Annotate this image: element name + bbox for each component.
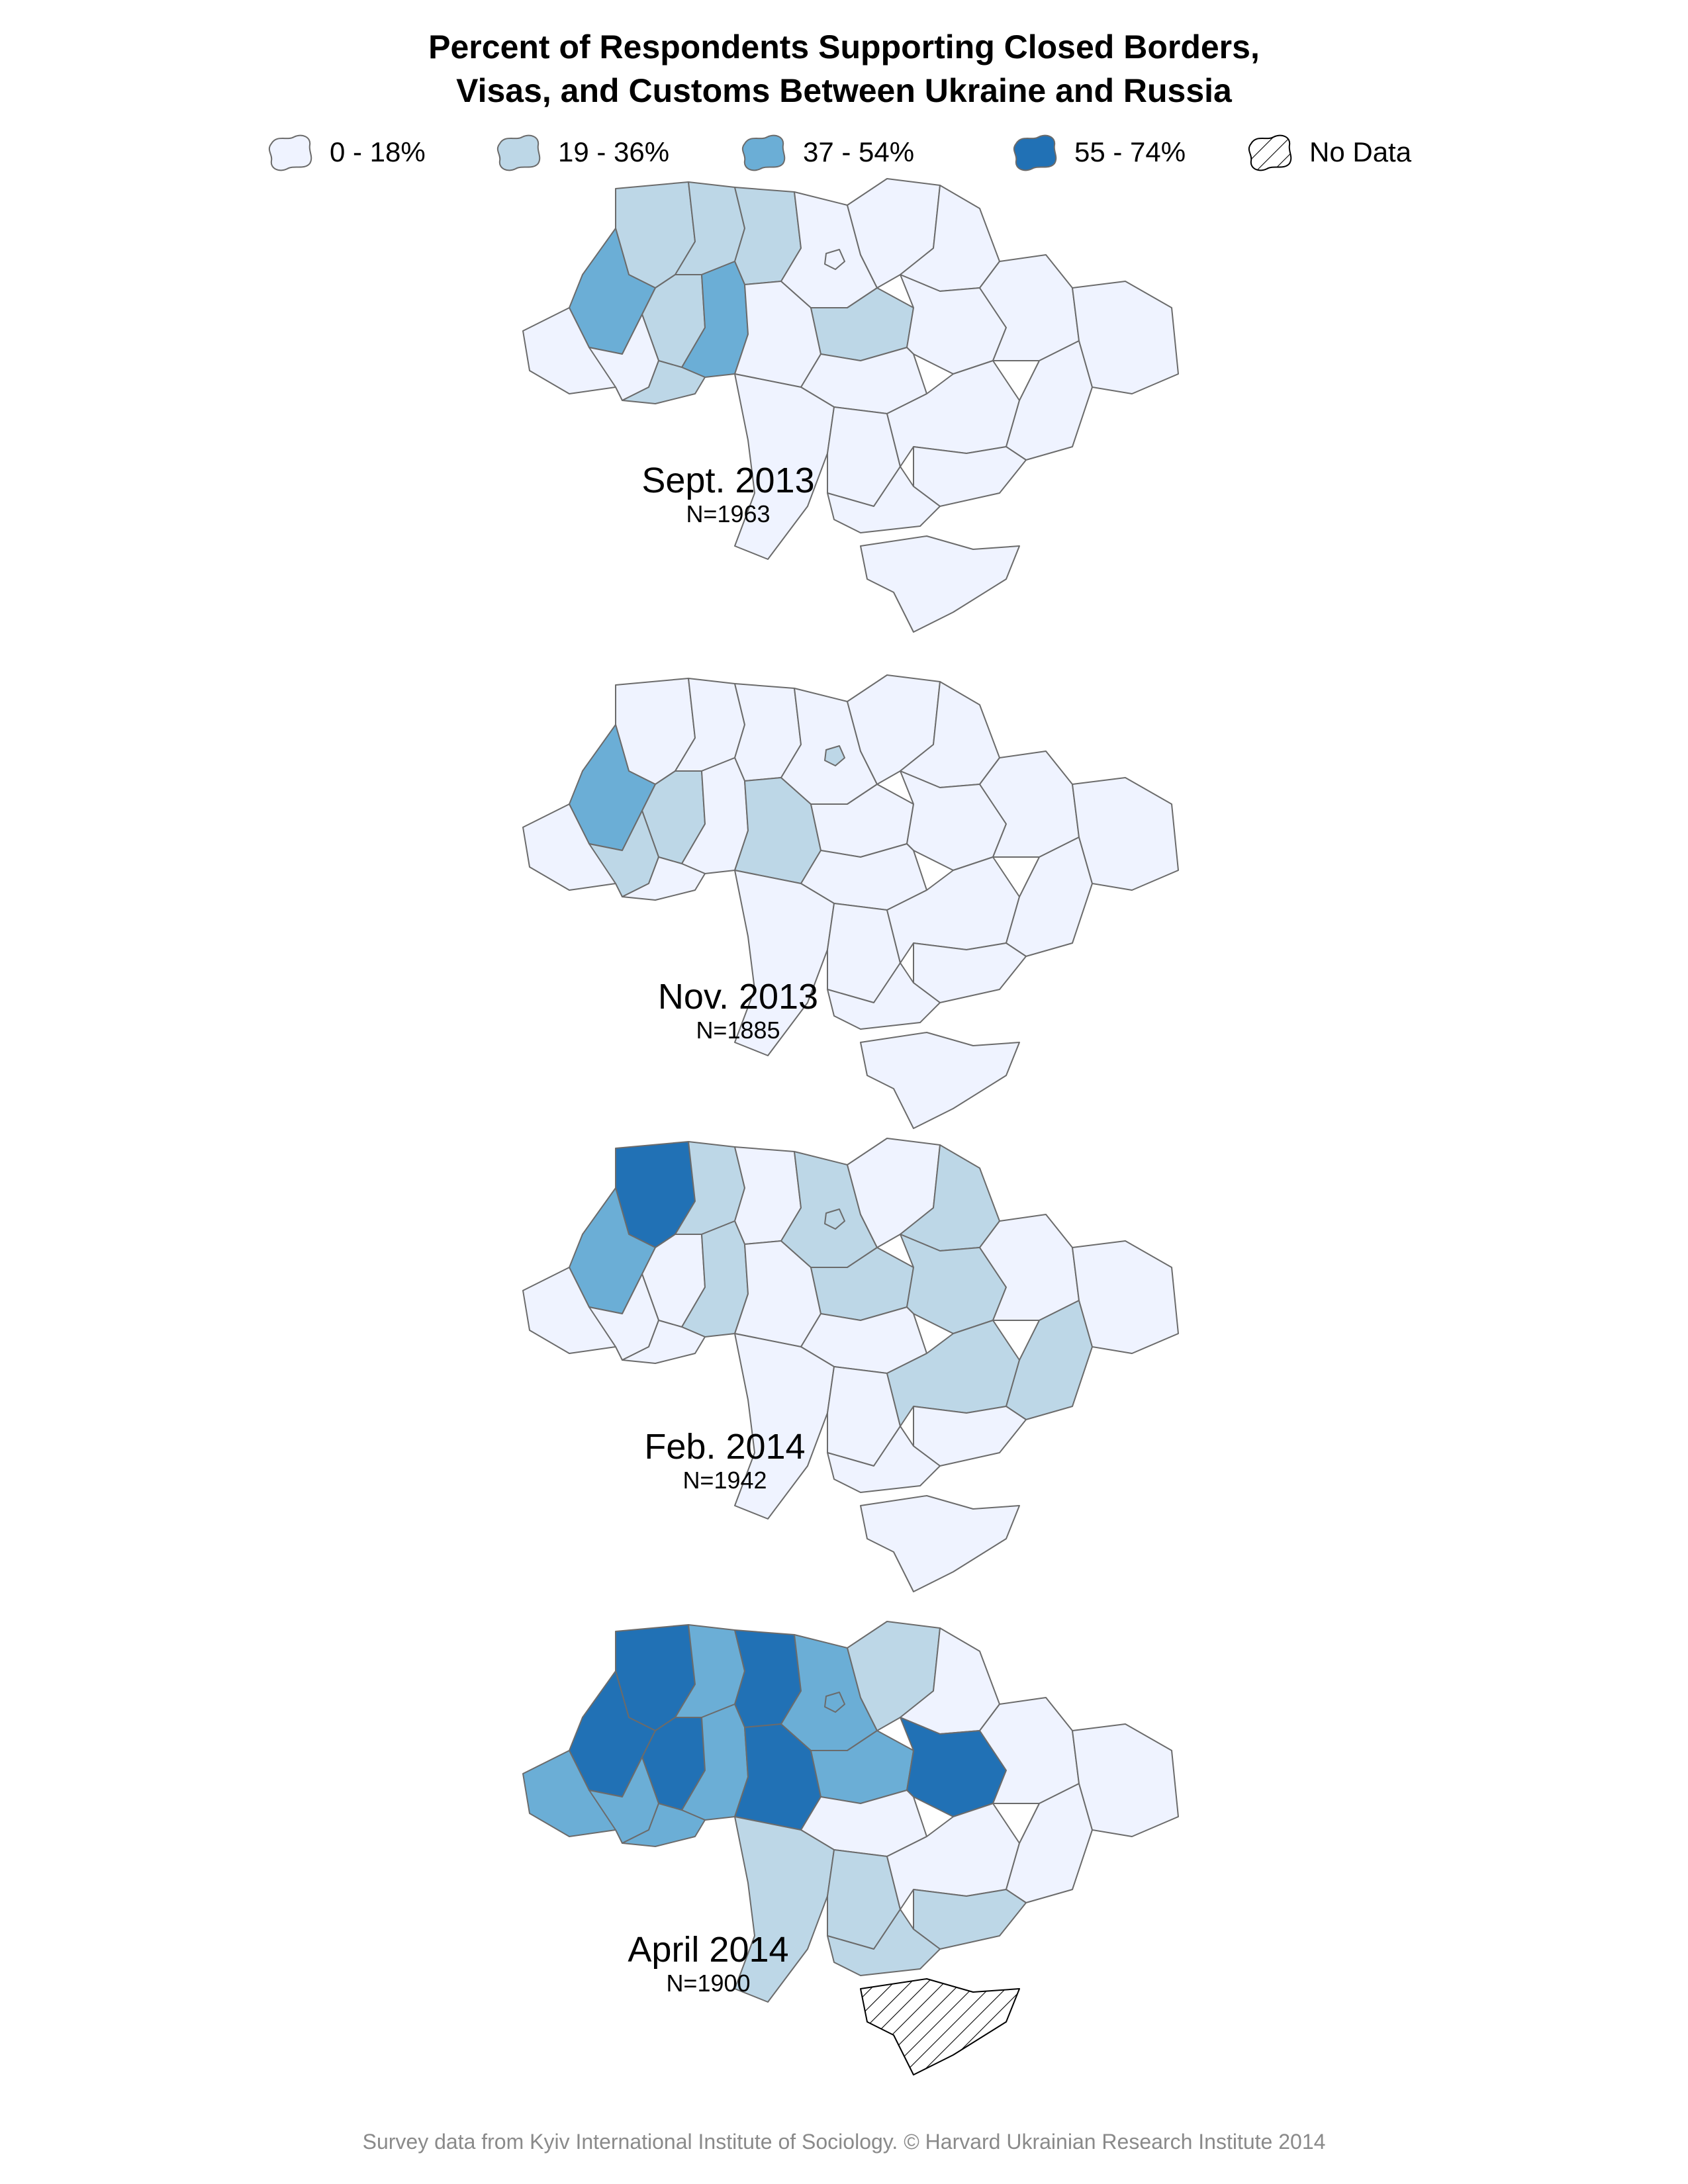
region-luhansk [1072, 281, 1179, 394]
region-crimea [860, 1978, 1020, 2075]
ukraine-map [522, 1621, 1179, 2075]
region-odesa [734, 1816, 835, 2003]
ukraine-map [522, 674, 1179, 1129]
legend-item: 55 - 74% [1009, 129, 1186, 175]
region-luhansk [1072, 777, 1179, 891]
region-crimea [860, 1495, 1020, 1592]
legend-item: 0 - 18% [265, 129, 426, 175]
region-kyiv-city [824, 745, 845, 766]
map-panel: Sept. 2013 N=1963 [516, 175, 1244, 639]
panel-label: Nov. 2013 N=1885 [586, 976, 890, 1044]
source-note: Survey data from Kyiv International Inst… [362, 2130, 1326, 2154]
survey-period: April 2014 [628, 1930, 789, 1970]
region-luhansk [1072, 1240, 1179, 1354]
legend-swatch [1013, 134, 1057, 171]
legend-label: 19 - 36% [558, 136, 670, 167]
legend-label: 37 - 54% [803, 136, 915, 167]
title-line-2: Visas, and Customs Between Ukraine and R… [456, 72, 1232, 109]
region-kyiv-city [824, 1692, 845, 1713]
legend-item: 37 - 54% [738, 129, 914, 175]
panel-label: Feb. 2014 N=1942 [573, 1426, 877, 1494]
map-title: Percent of Respondents Supporting Closed… [0, 25, 1688, 113]
survey-period: Sept. 2013 [641, 461, 815, 500]
legend-label: No Data [1309, 136, 1412, 167]
sample-size: N=1885 [696, 1017, 780, 1044]
map-panel: Feb. 2014 N=1942 [516, 1135, 1244, 1598]
ukraine-map [522, 178, 1179, 633]
legend-label: 55 - 74% [1074, 136, 1186, 167]
region-chernivtsi [622, 1320, 706, 1364]
region-kherson [827, 466, 941, 533]
legend-item: 19 - 36% [493, 129, 669, 175]
survey-period: Feb. 2014 [644, 1427, 806, 1467]
legend-swatch [268, 134, 312, 171]
legend-label: 0 - 18% [330, 136, 426, 167]
survey-period: Nov. 2013 [657, 977, 819, 1017]
region-odesa [734, 870, 835, 1056]
panel-label: Sept. 2013 N=1963 [576, 460, 880, 527]
legend-swatch [496, 134, 541, 171]
map-panel: Nov. 2013 N=1885 [516, 672, 1244, 1135]
panel-label: April 2014 N=1900 [556, 1929, 861, 1997]
region-crimea [860, 535, 1020, 633]
region-kyiv-city [824, 249, 845, 270]
legend-swatch [741, 134, 786, 171]
sample-size: N=1942 [682, 1467, 767, 1494]
region-chernivtsi [622, 360, 706, 404]
title-line-1: Percent of Respondents Supporting Closed… [428, 28, 1260, 66]
ukraine-map [522, 1138, 1179, 1592]
map-panel: April 2014 N=1900 [516, 1618, 1244, 2081]
region-chernivtsi [622, 1803, 706, 1847]
region-chernivtsi [622, 856, 706, 901]
sample-size: N=1963 [686, 500, 771, 527]
legend-swatch [1248, 134, 1292, 171]
region-kyiv-city [824, 1208, 845, 1230]
region-kherson [827, 1909, 941, 1976]
region-odesa [734, 1333, 835, 1520]
region-zaporizhzhia [913, 1406, 1027, 1467]
sample-size: N=1900 [666, 1970, 751, 1997]
legend-item: No Data [1244, 129, 1411, 175]
legend: 0 - 18% 19 - 36% 37 - 54% 55 - 74% No Data [265, 129, 1456, 175]
region-zaporizhzhia [913, 1889, 1027, 1950]
region-luhansk [1072, 1723, 1179, 1837]
region-zaporizhzhia [913, 942, 1027, 1003]
region-odesa [734, 373, 835, 560]
region-zaporizhzhia [913, 446, 1027, 507]
region-crimea [860, 1032, 1020, 1129]
region-kherson [827, 962, 941, 1030]
region-kherson [827, 1426, 941, 1493]
